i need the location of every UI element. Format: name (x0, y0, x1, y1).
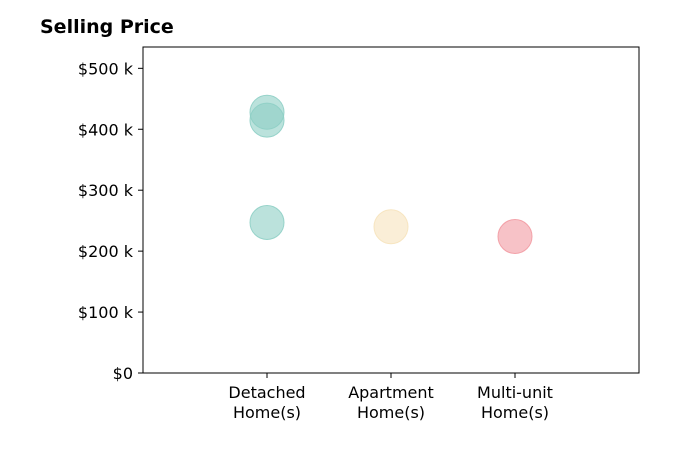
x-tick-label-line: Apartment (348, 383, 434, 402)
y-tick-label: $200 k (78, 242, 134, 261)
x-tick-label-line: Home(s) (233, 403, 301, 422)
y-tick-label: $100 k (78, 303, 134, 322)
data-point (249, 204, 285, 240)
x-tick-label-line: Home(s) (357, 403, 425, 422)
y-tick-label: $500 k (78, 59, 134, 78)
y-tick-label: $300 k (78, 181, 134, 200)
y-tick-label: $0 (113, 364, 133, 383)
x-tick-label: Multi-unit Home(s) (477, 383, 553, 422)
x-tick-label-line: Home(s) (481, 403, 549, 422)
x-tick-label: Apartment Home(s) (348, 383, 434, 422)
chart-title: Selling Price (40, 16, 174, 38)
data-point (249, 102, 285, 138)
data-point (497, 219, 533, 255)
y-axis: $0 $100 k $200 k $300 k $400 k $500 k (78, 59, 143, 383)
x-tick-label-line: Detached (228, 383, 305, 402)
points-layer (249, 94, 533, 255)
x-tick-label-line: Multi-unit (477, 383, 553, 402)
x-tick-label: Detached Home(s) (228, 383, 305, 422)
data-point (373, 209, 409, 245)
y-tick-label: $400 k (78, 120, 134, 139)
x-axis: Detached Home(s)Apartment Home(s)Multi-uni… (228, 373, 553, 422)
